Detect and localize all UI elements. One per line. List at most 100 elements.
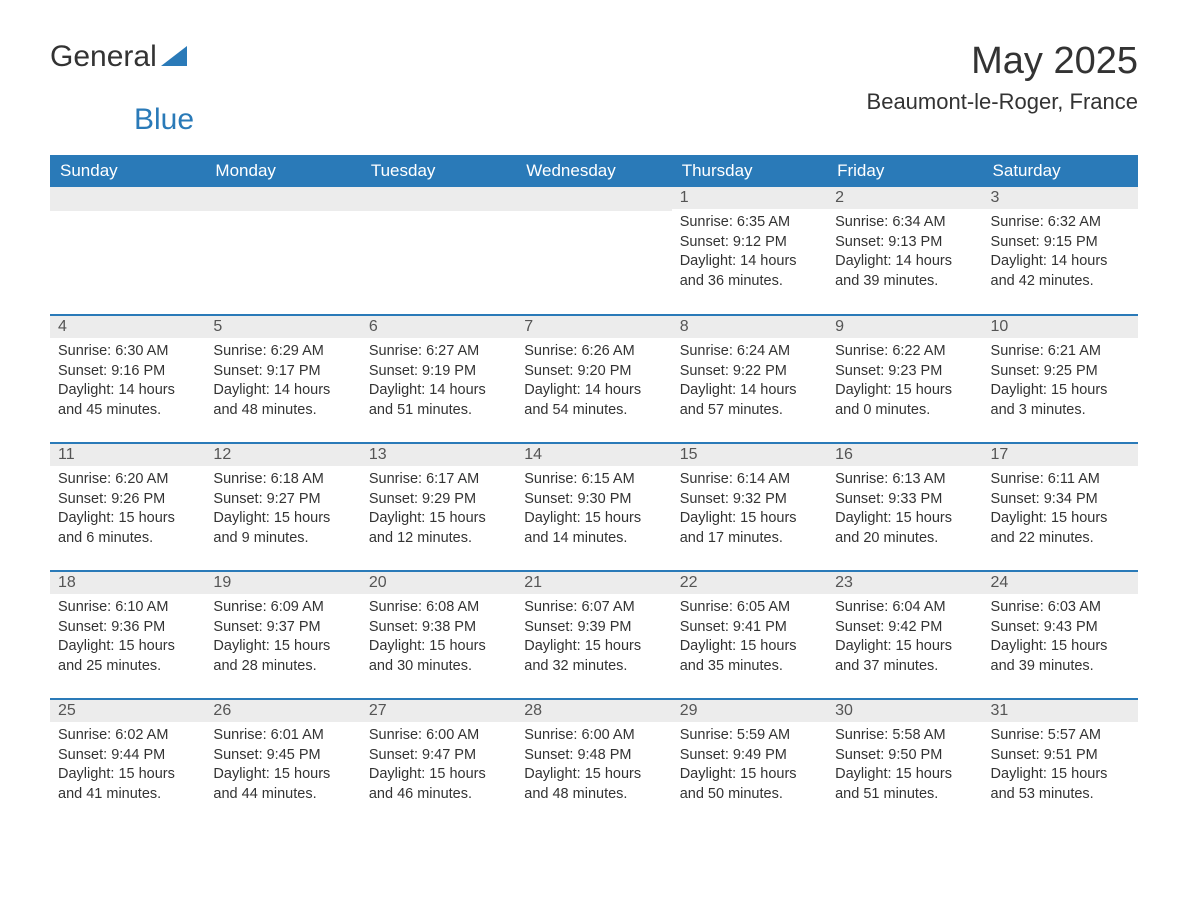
sunrise-line: Sunrise: 6:30 AM: [58, 343, 168, 359]
daylight-line: Daylight: 15 hours and 53 minutes.: [991, 766, 1108, 802]
daylight-line: Daylight: 15 hours and 22 minutes.: [991, 510, 1108, 546]
daylight-line: Daylight: 14 hours and 51 minutes.: [369, 382, 486, 418]
calendar-cell: 5Sunrise: 6:29 AMSunset: 9:17 PMDaylight…: [205, 315, 360, 443]
logo-text-2: Blue: [134, 103, 194, 136]
day-details: Sunrise: 6:32 AMSunset: 9:15 PMDaylight:…: [983, 209, 1138, 299]
empty-day-header: [361, 187, 516, 211]
day-details: Sunrise: 6:22 AMSunset: 9:23 PMDaylight:…: [827, 338, 982, 428]
day-details: Sunrise: 6:21 AMSunset: 9:25 PMDaylight:…: [983, 338, 1138, 428]
daylight-line: Daylight: 15 hours and 46 minutes.: [369, 766, 486, 802]
sunset-line: Sunset: 9:48 PM: [524, 747, 631, 763]
sunrise-line: Sunrise: 6:17 AM: [369, 471, 479, 487]
day-details: Sunrise: 6:27 AMSunset: 9:19 PMDaylight:…: [361, 338, 516, 428]
sunset-line: Sunset: 9:37 PM: [213, 619, 320, 635]
day-details: Sunrise: 6:11 AMSunset: 9:34 PMDaylight:…: [983, 466, 1138, 556]
sunrise-line: Sunrise: 6:09 AM: [213, 599, 323, 615]
empty-day-header: [516, 187, 671, 211]
day-number: 26: [205, 700, 360, 722]
calendar-cell: 28Sunrise: 6:00 AMSunset: 9:48 PMDayligh…: [516, 699, 671, 827]
day-details: Sunrise: 6:08 AMSunset: 9:38 PMDaylight:…: [361, 594, 516, 684]
daylight-line: Daylight: 14 hours and 57 minutes.: [680, 382, 797, 418]
sunrise-line: Sunrise: 6:26 AM: [524, 343, 634, 359]
daylight-line: Daylight: 15 hours and 28 minutes.: [213, 638, 330, 674]
sunset-line: Sunset: 9:12 PM: [680, 234, 787, 250]
calendar-cell: 2Sunrise: 6:34 AMSunset: 9:13 PMDaylight…: [827, 187, 982, 315]
sunset-line: Sunset: 9:36 PM: [58, 619, 165, 635]
calendar-cell: 25Sunrise: 6:02 AMSunset: 9:44 PMDayligh…: [50, 699, 205, 827]
day-number: 27: [361, 700, 516, 722]
day-details: Sunrise: 5:58 AM Sunset: 9:50 PM Daylight:…: [827, 722, 982, 812]
day-details: Sunrise: 6:14 AMSunset: 9:32 PMDaylight:…: [672, 466, 827, 556]
daylight-line: Daylight: 15 hours and 51 minutes.: [835, 766, 952, 802]
sunrise-line: Sunrise: 6:34 AM: [835, 214, 945, 230]
daylight-line: Daylight: 15 hours and 32 minutes.: [524, 638, 641, 674]
calendar-cell: 20Sunrise: 6:08 AMSunset: 9:38 PMDayligh…: [361, 571, 516, 699]
day-details: Sunrise: 5:59 AMSunset: 9:49 PMDaylight:…: [672, 722, 827, 812]
day-number: 3: [983, 187, 1138, 209]
day-number: 4: [50, 316, 205, 338]
day-number: 21: [516, 572, 671, 594]
weekday-header: Tuesday: [361, 155, 516, 187]
sunset-line: Sunset: 9:29 PM: [369, 491, 476, 507]
sunrise-line: Sunrise: 6:24 AM: [680, 343, 790, 359]
day-number: 25: [50, 700, 205, 722]
calendar-cell-empty: [516, 187, 671, 315]
sunrise-line: Sunrise: 5:58 AM: [835, 727, 945, 743]
sunrise-line: Sunrise: 6:35 AM: [680, 214, 790, 230]
day-details: Sunrise: 6:13 AMSunset: 9:33 PMDaylight:…: [827, 466, 982, 556]
sunrise-line: Sunrise: 6:07 AM: [524, 599, 634, 615]
sunrise-line: Sunrise: 6:27 AM: [369, 343, 479, 359]
sunset-line: Sunset: 9:30 PM: [524, 491, 631, 507]
calendar-cell: 21 Sunrise: 6:07 AM Sunset: 9:39 PM Dayligh…: [516, 571, 671, 699]
sunset-line: Sunset: 9:50 PM: [835, 747, 942, 763]
calendar-row: 1Sunrise: 6:35 AMSunset: 9:12 PMDaylight…: [50, 187, 1138, 315]
calendar-row: 18Sunrise: 6:10 AMSunset: 9:36 PMDayligh…: [50, 571, 1138, 699]
sunrise-line: Sunrise: 6:08 AM: [369, 599, 479, 615]
day-number: 5: [205, 316, 360, 338]
day-details: Sunrise: 6:09 AM Sunset: 9:37 PM Daylight:…: [205, 594, 360, 684]
daylight-line: Daylight: 15 hours and 30 minutes.: [369, 638, 486, 674]
sunrise-line: Sunrise: 6:00 AM: [369, 727, 479, 743]
day-details: Sunrise: 6:15 AMSunset: 9:30 PMDaylight:…: [516, 466, 671, 556]
day-number: 19: [205, 572, 360, 594]
sunset-line: Sunset: 9:39 PM: [524, 619, 631, 635]
daylight-line: Daylight: 14 hours and 39 minutes.: [835, 253, 952, 289]
sunset-line: Sunset: 9:43 PM: [991, 619, 1098, 635]
sunset-line: Sunset: 9:13 PM: [835, 234, 942, 250]
empty-day-header: [205, 187, 360, 211]
sunset-line: Sunset: 9:15 PM: [991, 234, 1098, 250]
calendar-cell: 7Sunrise: 6:26 AMSunset: 9:20 PMDaylight…: [516, 315, 671, 443]
day-details: Sunrise: 6:07 AM Sunset: 9:39 PM Daylight:…: [516, 594, 671, 684]
calendar-cell: 31Sunrise: 5:57 AMSunset: 9:51 PMDayligh…: [983, 699, 1138, 827]
day-number: 6: [361, 316, 516, 338]
sunset-line: Sunset: 9:26 PM: [58, 491, 165, 507]
calendar-cell-empty: [205, 187, 360, 315]
logo-text-1: General: [50, 40, 157, 74]
daylight-line: Daylight: 14 hours and 45 minutes.: [58, 382, 175, 418]
calendar-cell: 8Sunrise: 6:24 AMSunset: 9:22 PMDaylight…: [672, 315, 827, 443]
sunset-line: Sunset: 9:20 PM: [524, 363, 631, 379]
calendar-cell: 14Sunrise: 6:15 AMSunset: 9:30 PMDayligh…: [516, 443, 671, 571]
sunset-line: Sunset: 9:17 PM: [213, 363, 320, 379]
day-details: Sunrise: 6:17 AMSunset: 9:29 PMDaylight:…: [361, 466, 516, 556]
sunrise-line: Sunrise: 6:15 AM: [524, 471, 634, 487]
daylight-line: Daylight: 15 hours and 9 minutes.: [213, 510, 330, 546]
day-details: Sunrise: 6:00 AMSunset: 9:48 PMDaylight:…: [516, 722, 671, 812]
daylight-line: Daylight: 15 hours and 25 minutes.: [58, 638, 175, 674]
page-title: May 2025: [867, 40, 1138, 83]
calendar-cell: 4Sunrise: 6:30 AMSunset: 9:16 PMDaylight…: [50, 315, 205, 443]
weekday-header: Sunday: [50, 155, 205, 187]
sunrise-line: Sunrise: 6:01 AM: [213, 727, 323, 743]
daylight-line: Daylight: 15 hours and 6 minutes.: [58, 510, 175, 546]
sunrise-line: Sunrise: 6:14 AM: [680, 471, 790, 487]
sunset-line: Sunset: 9:42 PM: [835, 619, 942, 635]
day-details: Sunrise: 6:18 AMSunset: 9:27 PMDaylight:…: [205, 466, 360, 556]
day-number: 13: [361, 444, 516, 466]
calendar-cell: 22Sunrise: 6:05 AMSunset: 9:41 PMDayligh…: [672, 571, 827, 699]
day-details: Sunrise: 6:35 AMSunset: 9:12 PMDaylight:…: [672, 209, 827, 299]
calendar-row: 11Sunrise: 6:20 AMSunset: 9:26 PMDayligh…: [50, 443, 1138, 571]
sunset-line: Sunset: 9:23 PM: [835, 363, 942, 379]
day-number: 31: [983, 700, 1138, 722]
empty-day-header: [50, 187, 205, 211]
daylight-line: Daylight: 15 hours and 37 minutes.: [835, 638, 952, 674]
